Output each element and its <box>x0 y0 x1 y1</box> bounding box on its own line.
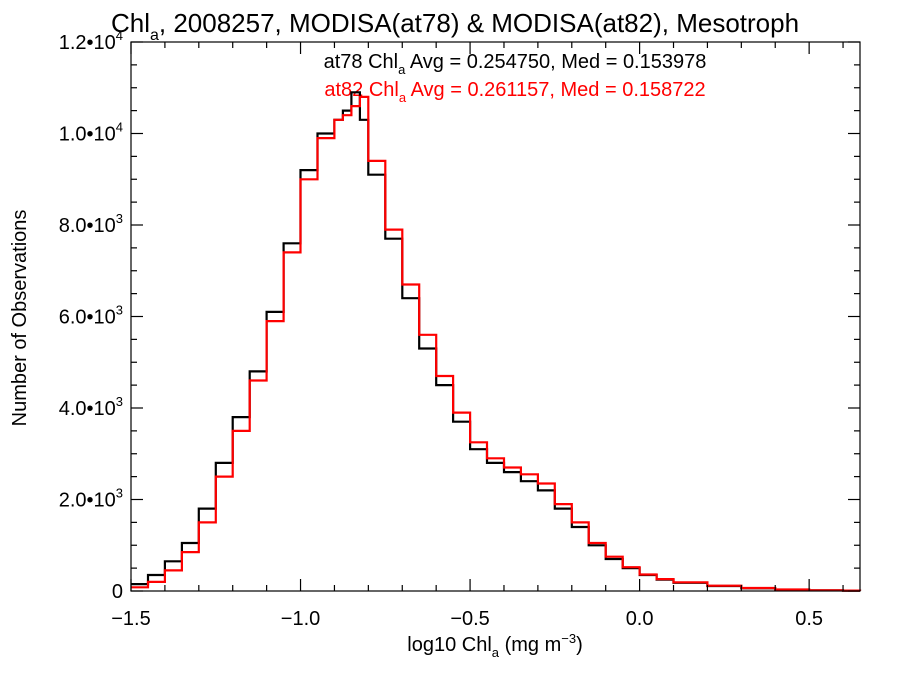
series-line-0 <box>131 91 862 592</box>
y-tick-labels: 0 2.0•103 4.0•103 6.0•103 8.0•103 1.0•104 1.2•… <box>59 28 123 603</box>
xlabel-sup: −3 <box>561 631 576 646</box>
annotation-at78: at78 Chla Avg = 0.254750, Med = 0.153978 <box>324 51 707 77</box>
y-axis-label: Number of Observations <box>9 210 31 427</box>
annotation-at78-rest: Avg = 0.254750, Med = 0.153978 <box>405 51 706 73</box>
y-tick-label: 8.0•103 <box>59 211 123 237</box>
y-tick-label: 2.0•103 <box>59 486 123 512</box>
x-tick-label: 0.5 <box>795 608 823 630</box>
x-tick-label: −0.5 <box>450 608 489 630</box>
title-sub: a <box>150 27 159 44</box>
annotation-at78-sub: a <box>398 62 406 77</box>
annotation-at78-prefix: at78 Chl <box>324 51 399 73</box>
x-tick-label: −1.5 <box>111 608 150 630</box>
y-tick-label: 6.0•103 <box>59 303 123 329</box>
x-tick-label: −1.0 <box>281 608 320 630</box>
title-rest: , 2008257, MODISA(at78) & MODISA(at82), … <box>159 8 799 38</box>
annotation-at82-sub: a <box>399 90 407 105</box>
annotation-at82: at82 Chla Avg = 0.261157, Med = 0.158722 <box>324 79 705 105</box>
xlabel-rest: (mg m <box>499 634 561 656</box>
xlabel-prefix: log10 Chl <box>407 634 492 656</box>
annotation-at82-prefix: at82 Chl <box>324 79 399 101</box>
x-axis-label: log10 Chla (mg m−3) <box>407 631 582 660</box>
chart-title: Chla, 2008257, MODISA(at78) & MODISA(at8… <box>111 8 799 44</box>
plot-frame <box>130 41 861 592</box>
annotation-at82-rest: Avg = 0.261157, Med = 0.158722 <box>406 79 706 101</box>
title-chl: Chl <box>111 8 150 38</box>
x-tick-label: 0.0 <box>626 608 654 630</box>
series-line-1 <box>131 95 862 592</box>
xlabel-sub: a <box>492 645 500 660</box>
y-tick-label: 0 <box>112 581 123 603</box>
tick-marks <box>130 41 860 592</box>
y-tick-label: 1.0•104 <box>59 120 123 146</box>
y-tick-label: 4.0•103 <box>59 394 123 420</box>
series-group <box>131 91 862 592</box>
y-tick-label: 1.2•104 <box>59 28 123 54</box>
xlabel-end: ) <box>576 634 583 656</box>
x-tick-labels: −1.5 −1.0 −0.5 0.0 0.5 <box>111 608 823 630</box>
